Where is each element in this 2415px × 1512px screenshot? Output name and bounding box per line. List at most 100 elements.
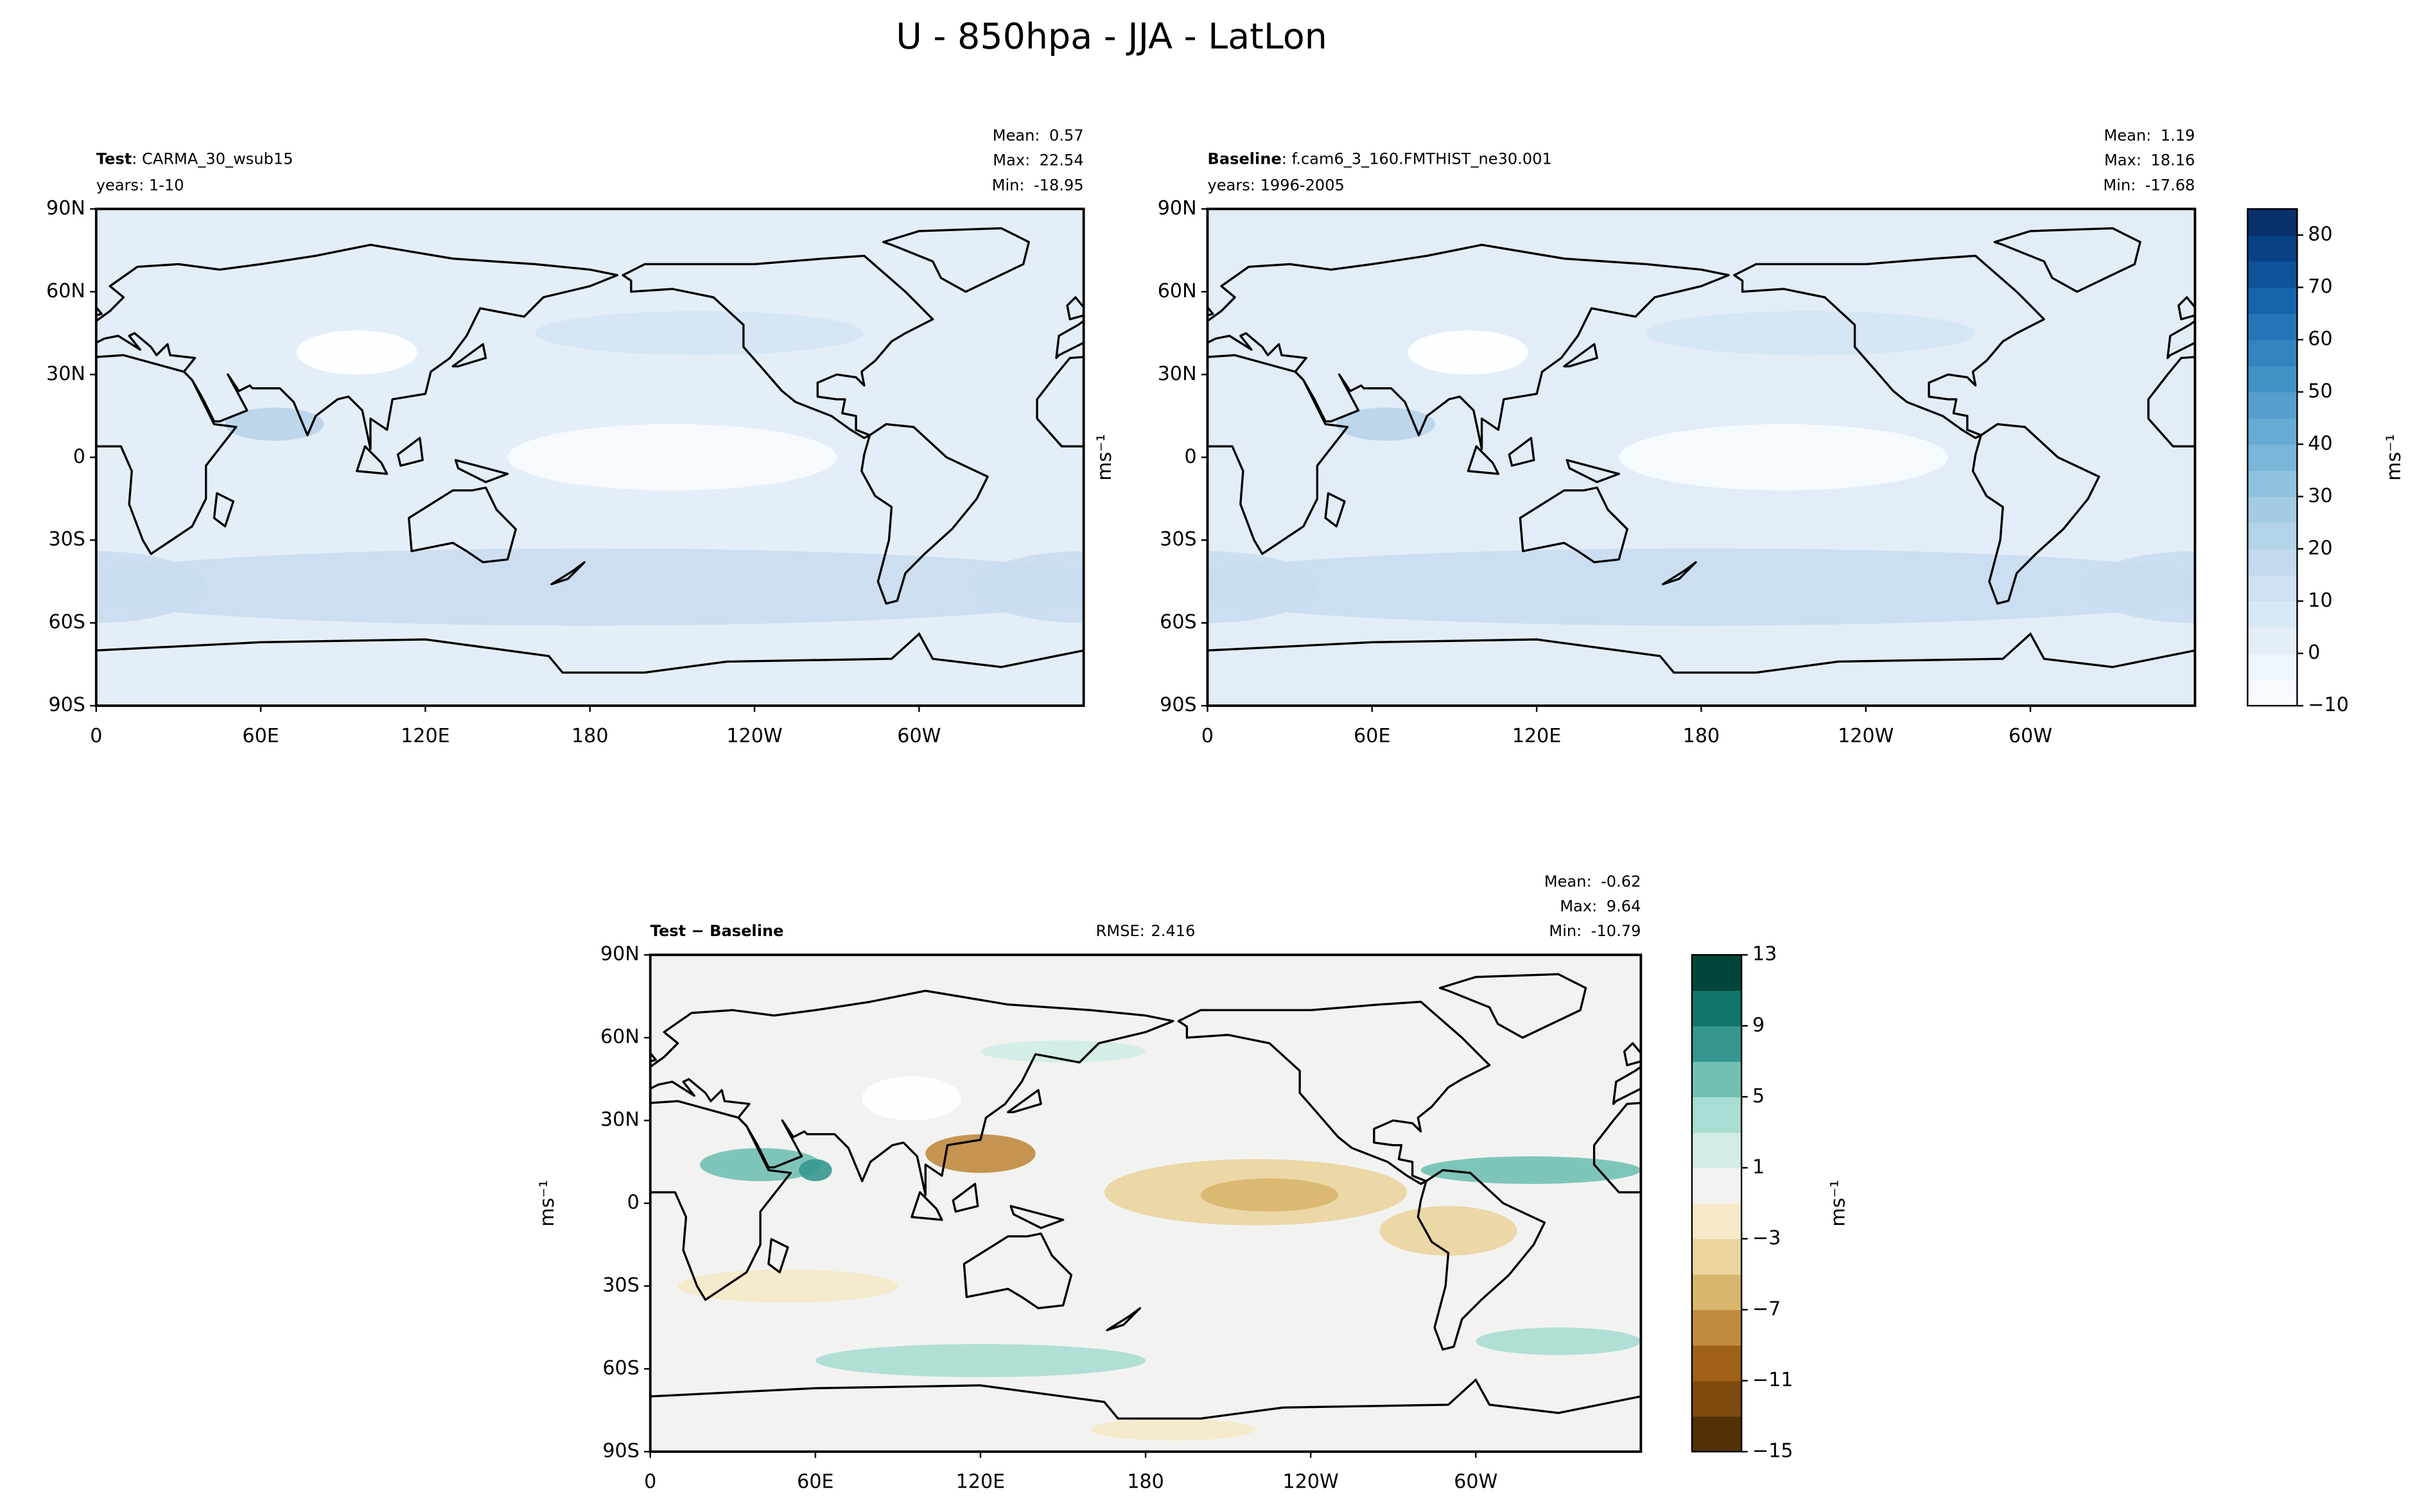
y-tick-label: 60S <box>1160 611 1196 634</box>
stat: Min: -10.79 <box>1549 922 1641 940</box>
x-tick-label: 60W <box>1454 1471 1497 1493</box>
x-tick-label: 180 <box>571 725 609 747</box>
stat-value: -10.79 <box>1591 922 1641 940</box>
colorbar-band <box>2247 523 2297 550</box>
panel-years: years: 1-10 <box>96 176 184 194</box>
coastline <box>1971 423 2100 605</box>
panel-name: Test <box>96 150 132 168</box>
coastline <box>454 458 509 483</box>
colorbar-band <box>2247 679 2297 706</box>
panel-title: Baseline: f.cam6_3_160.FMTHIST_ne30.001 <box>1208 150 1552 168</box>
y-tick-label: 90N <box>1158 197 1197 220</box>
stat-label: Mean: <box>2104 126 2151 144</box>
x-tick-label: 0 <box>644 1471 656 1493</box>
colorbar-band <box>2247 365 2297 393</box>
colorbar-band <box>2247 575 2297 602</box>
field-contour <box>815 1344 1146 1377</box>
y-tick-label: 30S <box>602 1274 639 1297</box>
coastline <box>356 445 388 475</box>
panel-title: Test − Baseline <box>650 922 784 940</box>
coastline <box>1508 437 1535 467</box>
colorbar-band <box>2247 418 2297 445</box>
colorbar-tick-label: 9 <box>1752 1014 1765 1036</box>
colorbar-band <box>2247 627 2297 654</box>
coastline <box>2098 1308 2131 1330</box>
coastline <box>428 1170 554 1350</box>
stat: Mean: 0.57 <box>993 126 1084 144</box>
coastline <box>96 243 619 450</box>
coastline <box>882 227 1031 293</box>
coastline <box>1563 343 1598 368</box>
stat-value: 18.16 <box>2150 152 2195 169</box>
colorbar-band <box>1691 1380 1742 1417</box>
coastline <box>396 437 424 467</box>
rmse-value: 2.416 <box>1151 922 1195 940</box>
stat-label: Max: <box>2104 152 2141 169</box>
stat: Min: -18.95 <box>992 176 1084 194</box>
colorbar-band <box>1691 990 1742 1027</box>
field-contour <box>96 551 206 623</box>
y-tick-label: 90S <box>1160 694 1196 717</box>
y-tick-label: 0 <box>73 446 85 468</box>
colorbar-tick-label: 0 <box>2308 641 2320 664</box>
coastline <box>408 486 517 564</box>
figure-title: U - 850hpa - JJA - LatLon <box>896 16 1327 57</box>
coastline <box>767 1238 789 1274</box>
x-tick-label: 60W <box>2009 725 2052 747</box>
coastline <box>952 1183 979 1213</box>
colorbar-band <box>1691 1132 1742 1169</box>
field-contour <box>1379 1206 1517 1256</box>
coastline <box>1955 1233 2062 1308</box>
panel-name: Baseline <box>1208 150 1282 168</box>
colorbar-label: ms⁻¹ <box>2383 434 2405 481</box>
stat-value: 22.54 <box>1040 152 1084 169</box>
coastline <box>650 1100 792 1301</box>
colorbar-tick-label: 80 <box>2308 223 2332 246</box>
coastline <box>963 1232 1073 1310</box>
colorbar-band <box>2247 548 2297 576</box>
colorbar-band <box>2247 209 2297 236</box>
colorbar-tick-label: 30 <box>2308 485 2332 507</box>
rmse-label: RMSE: <box>1096 922 1145 940</box>
coastline <box>1007 1089 1042 1113</box>
coastline <box>650 1378 1641 1420</box>
field-contour <box>1090 1418 1256 1441</box>
stat-label: Max: <box>993 152 1030 169</box>
colorbar-tick-label: −15 <box>1752 1439 1793 1462</box>
colorbar-tick-label: 5 <box>1752 1085 1765 1108</box>
stat-value: 0.57 <box>1049 126 1084 144</box>
y-tick-label: 60S <box>602 1357 639 1380</box>
field-contour <box>507 424 837 491</box>
colorbar-band <box>2247 392 2297 419</box>
stat-label: Max: <box>1560 898 1597 916</box>
x-tick-label: 60W <box>897 725 941 747</box>
colorbar-band <box>1691 955 1742 991</box>
coastline <box>451 343 487 368</box>
stat-value: 9.64 <box>1607 898 1641 916</box>
coastline <box>1733 254 2046 439</box>
y-tick-label: 60N <box>1158 280 1197 302</box>
stat-value: -17.68 <box>2145 176 2195 194</box>
coastline <box>2001 1206 2053 1228</box>
y-tick-label: 90S <box>48 694 85 717</box>
y-tick-label: 90N <box>600 943 640 966</box>
stat: Max: 22.54 <box>993 152 1083 169</box>
stat: Mean: 1.19 <box>2104 126 2195 144</box>
y-tick-label: 30N <box>46 363 85 385</box>
stat: Max: 9.64 <box>1560 898 1641 916</box>
coastline <box>1207 354 1349 555</box>
x-tick-label: 120E <box>401 725 450 747</box>
map-field <box>188 955 2131 1452</box>
y-tick-label: 90N <box>46 197 85 220</box>
coastline <box>650 989 1174 1196</box>
x-tick-label: 180 <box>1683 725 1720 747</box>
colorbar-band <box>2247 653 2297 681</box>
colorbar-band <box>1691 1274 1742 1310</box>
y-axis-label: ms⁻¹ <box>536 1180 559 1227</box>
colorbar-band <box>2247 313 2297 340</box>
coastline <box>188 1002 499 1184</box>
coastline <box>1207 632 2195 674</box>
colorbar-tick-label: 1 <box>1752 1156 1765 1178</box>
colorbar-tick-label: −3 <box>1752 1227 1781 1249</box>
